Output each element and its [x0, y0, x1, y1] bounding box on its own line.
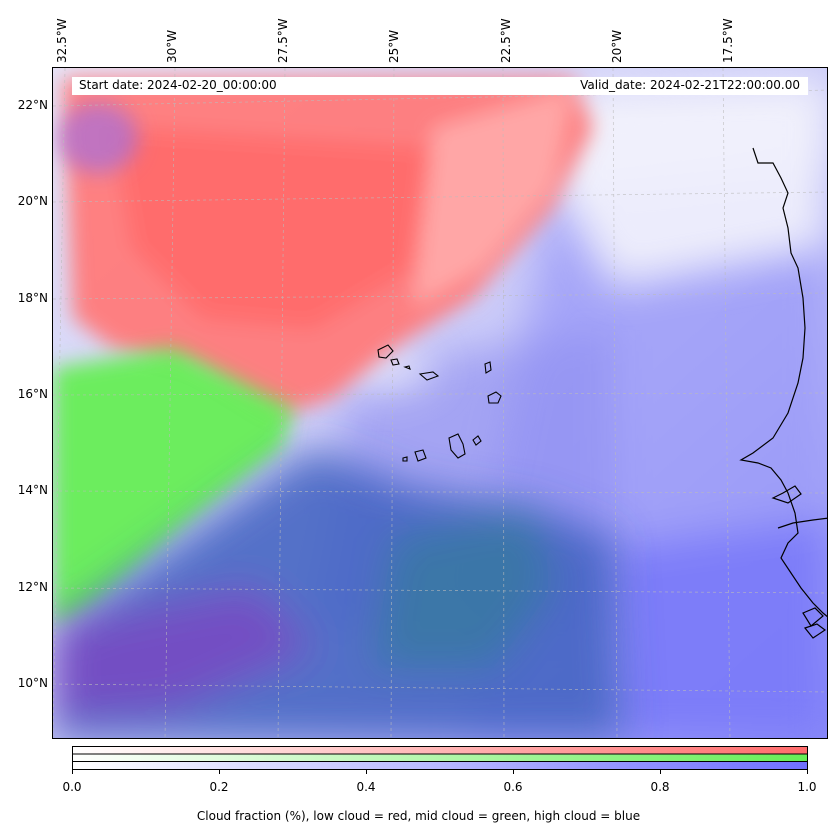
cb-tick-label-5: 1.0: [797, 780, 817, 794]
cb-tickmark-4: [660, 770, 661, 774]
map-canvas: [53, 68, 827, 738]
start-date-title: Start date: 2024-02-20_00:00:00: [79, 78, 277, 92]
coast-detail-senegal: [771, 485, 802, 504]
overlap-layer-northwest: [58, 103, 138, 173]
cb-tickmark-1: [219, 770, 220, 774]
low-cloud-layer: [63, 78, 593, 418]
colorbar-low-red: [72, 746, 808, 755]
lat-label-18n: 18°N: [17, 291, 48, 305]
cape-verde-islands: [377, 344, 502, 462]
island-santa-luzia: [403, 365, 411, 370]
coast-detail-guinea: [802, 607, 824, 627]
lat-label-20n: 20°N: [17, 194, 48, 208]
colorbar-label: Cloud fraction (%), low cloud = red, mid…: [196, 809, 641, 823]
lon-label-17-5w: 17.5°W: [721, 18, 735, 63]
island-brava: [402, 456, 408, 462]
cb-tick-label-2: 0.4: [356, 780, 376, 794]
island-fogo: [414, 449, 427, 462]
island-santo-antao: [377, 344, 394, 359]
mixed-cloud-layer: [53, 448, 623, 738]
island-sal: [484, 361, 492, 374]
cb-tickmark-5: [807, 770, 808, 774]
lat-label-10n: 10°N: [17, 676, 48, 690]
clear-sky-northeast: [553, 78, 827, 288]
lat-label-22n: 22°N: [17, 98, 48, 112]
lon-label-25w: 25°W: [387, 29, 401, 63]
mid-cloud-west: [53, 348, 293, 628]
lon-label-30w: 30°W: [165, 29, 179, 63]
mixed-cloud-magenta: [53, 588, 313, 718]
lat-label-12n: 12°N: [17, 580, 48, 594]
title-band: [72, 77, 808, 95]
high-cloud-southeast: [613, 518, 827, 738]
mid-cloud-layer: [53, 348, 293, 628]
mixed-cloud-teal: [373, 508, 553, 668]
lat-label-14n: 14°N: [17, 483, 48, 497]
african-coast: [739, 147, 827, 618]
purple-patch-northwest: [58, 103, 138, 173]
cb-tick-label-0: 0.0: [62, 780, 82, 794]
lon-label-32-5w: 32.5°W: [55, 18, 69, 63]
island-maio: [472, 435, 482, 446]
island-sao-vicente: [390, 358, 400, 366]
cloud-fraction-map: [52, 67, 828, 739]
island-sao-nicolau: [418, 371, 440, 381]
lon-label-22-5w: 22.5°W: [499, 18, 513, 63]
low-cloud-fringe: [413, 88, 573, 308]
graticule: [53, 68, 827, 738]
lon-label-20w: 20°W: [610, 29, 624, 63]
colorbar-mid-green: [72, 753, 808, 762]
cb-tickmark-2: [366, 770, 367, 774]
coast-detail-gambia: [777, 517, 827, 529]
cb-tick-label-3: 0.6: [503, 780, 523, 794]
lon-label-27-5w: 27.5°W: [276, 18, 290, 63]
coastline: [739, 147, 827, 639]
low-cloud-core: [113, 128, 433, 328]
cb-tick-label-1: 0.2: [209, 780, 229, 794]
lat-label-16n: 16°N: [17, 387, 48, 401]
cb-tickmark-3: [513, 770, 514, 774]
island-santiago: [448, 433, 466, 459]
cb-tick-label-4: 0.8: [650, 780, 670, 794]
valid-date-title: Valid_date: 2024-02-21T22:00:00.00: [580, 78, 800, 92]
colorbar: [72, 746, 808, 770]
coast-detail-bissau: [803, 623, 827, 639]
island-boa-vista: [487, 391, 502, 404]
cb-tickmark-0: [72, 770, 73, 774]
colorbar-high-blue: [72, 761, 808, 770]
